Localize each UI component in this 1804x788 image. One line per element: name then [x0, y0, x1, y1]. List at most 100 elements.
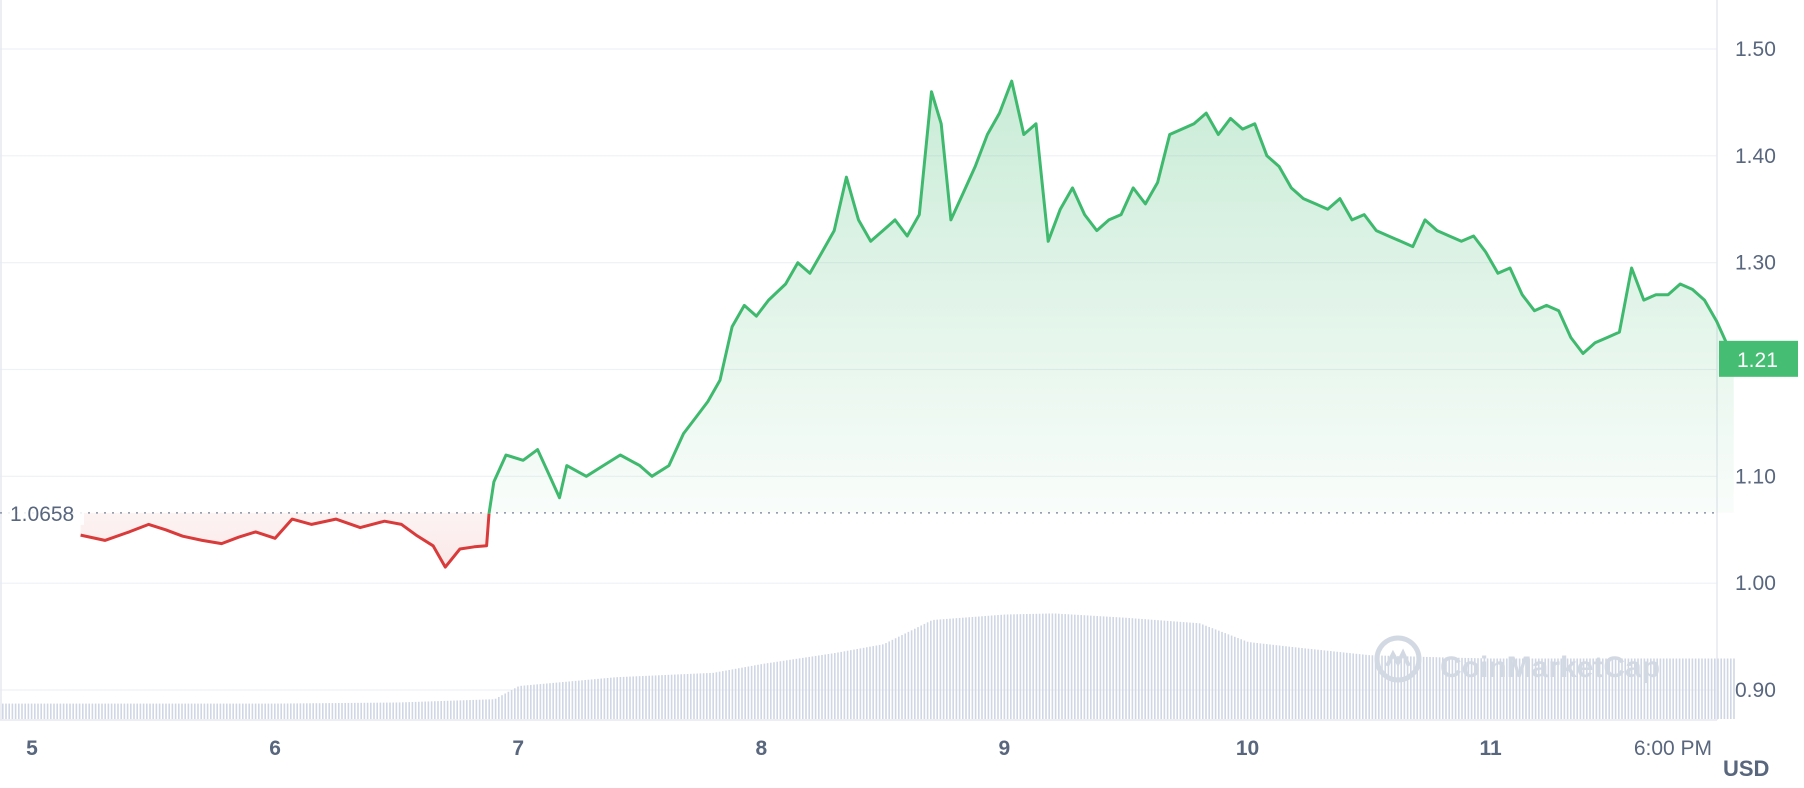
- volume-bar: [581, 680, 583, 719]
- volume-bar: [1653, 658, 1655, 719]
- volume-bar: [1147, 619, 1150, 719]
- volume-bar: [315, 703, 318, 719]
- volume-bar: [14, 703, 17, 719]
- volume-bar: [1346, 652, 1348, 719]
- volume-bar: [536, 684, 538, 719]
- volume-bar: [379, 702, 382, 719]
- volume-bar: [766, 663, 769, 719]
- volume-bar: [91, 703, 94, 719]
- volume-bar: [1275, 645, 1278, 719]
- y-tick-label: 1.30: [1735, 252, 1776, 275]
- volume-bar: [1211, 628, 1214, 719]
- volume-bar: [88, 703, 90, 719]
- volume-bar: [1269, 644, 1271, 719]
- volume-bar: [171, 703, 174, 719]
- volume-bar: [603, 678, 606, 719]
- volume-bar: [1474, 658, 1476, 719]
- volume-bar: [184, 703, 186, 719]
- volume-bar: [1682, 658, 1684, 719]
- volume-bar: [504, 693, 506, 719]
- volume-bar: [1605, 658, 1607, 719]
- volume-bar: [878, 644, 881, 719]
- volume-bar: [40, 703, 42, 719]
- volume-bar: [1627, 658, 1630, 719]
- volume-bar: [1573, 658, 1575, 719]
- volume-bar: [107, 703, 110, 719]
- volume-bar: [693, 673, 695, 719]
- volume-bar: [27, 703, 30, 719]
- volume-bar: [43, 703, 46, 719]
- volume-bar: [702, 673, 705, 719]
- volume-bar: [1435, 657, 1438, 719]
- volume-bar: [1694, 658, 1697, 719]
- volume-bar: [1266, 644, 1268, 719]
- volume-bar: [357, 702, 359, 719]
- volume-bar: [1515, 658, 1518, 719]
- volume-bar: [1166, 620, 1169, 719]
- volume-bar: [1355, 653, 1358, 719]
- volume-bar: [782, 660, 785, 719]
- volume-bar: [1208, 626, 1210, 719]
- volume-bar: [1253, 642, 1255, 719]
- volume-bar: [968, 617, 970, 719]
- volume-bar: [37, 703, 39, 719]
- volume-bar: [1387, 655, 1390, 719]
- volume-bar: [978, 616, 980, 719]
- volume-bar: [1032, 613, 1034, 719]
- volume-bar: [882, 644, 884, 719]
- volume-bar: [862, 647, 865, 719]
- volume-bar: [1083, 615, 1086, 719]
- volume-bar: [971, 616, 974, 719]
- volume-bar: [136, 703, 138, 719]
- volume-bar: [1666, 658, 1668, 719]
- volume-bar: [1493, 658, 1495, 719]
- volume-bar: [1192, 622, 1194, 719]
- volume-bar: [674, 674, 676, 719]
- volume-bar: [786, 660, 788, 719]
- volume-bar: [456, 700, 458, 719]
- volume-bar: [1378, 655, 1380, 719]
- volume-bar: [1003, 614, 1006, 719]
- volume-bar: [1042, 613, 1044, 719]
- x-tick-label: 6:00 PM: [1634, 737, 1712, 760]
- volume-bar: [907, 631, 910, 719]
- volume-bar: [82, 703, 84, 719]
- volume-bar: [1368, 655, 1370, 719]
- volume-bar: [459, 700, 462, 719]
- volume-bar: [670, 674, 673, 719]
- volume-bar: [1397, 656, 1399, 719]
- volume-bar: [725, 670, 727, 719]
- volume-bar: [658, 675, 660, 719]
- volume-bar: [222, 703, 225, 719]
- volume-bar: [1416, 656, 1418, 719]
- volume-bar: [773, 662, 775, 719]
- volume-bar: [200, 703, 202, 719]
- volume-bar: [165, 703, 167, 719]
- volume-bar: [712, 672, 714, 719]
- volume-bar: [1330, 651, 1332, 719]
- volume-bar: [763, 663, 766, 719]
- volume-bar: [469, 700, 471, 719]
- volume-bar: [872, 646, 874, 719]
- volume-bar: [1077, 614, 1079, 719]
- volume-bar: [574, 680, 577, 719]
- price-line-up: [487, 79, 1736, 514]
- volume-bar: [1278, 645, 1281, 719]
- volume-bar: [638, 676, 641, 719]
- volume-bar: [677, 674, 679, 719]
- volume-bar: [72, 703, 74, 719]
- volume-bar: [434, 701, 436, 719]
- volume-bar: [587, 679, 590, 719]
- volume-bar: [1058, 613, 1060, 719]
- volume-bar: [923, 623, 926, 719]
- volume-bar: [328, 703, 330, 719]
- volume-bar: [1432, 657, 1434, 719]
- volume-bar: [226, 703, 228, 719]
- volume-bar: [1406, 656, 1409, 719]
- volume-bar: [1410, 656, 1412, 719]
- volume-bar: [1336, 651, 1338, 719]
- volume-bar: [949, 618, 951, 719]
- volume-bar: [1698, 658, 1700, 719]
- volume-bar: [779, 661, 782, 719]
- volume-bar: [1294, 647, 1297, 719]
